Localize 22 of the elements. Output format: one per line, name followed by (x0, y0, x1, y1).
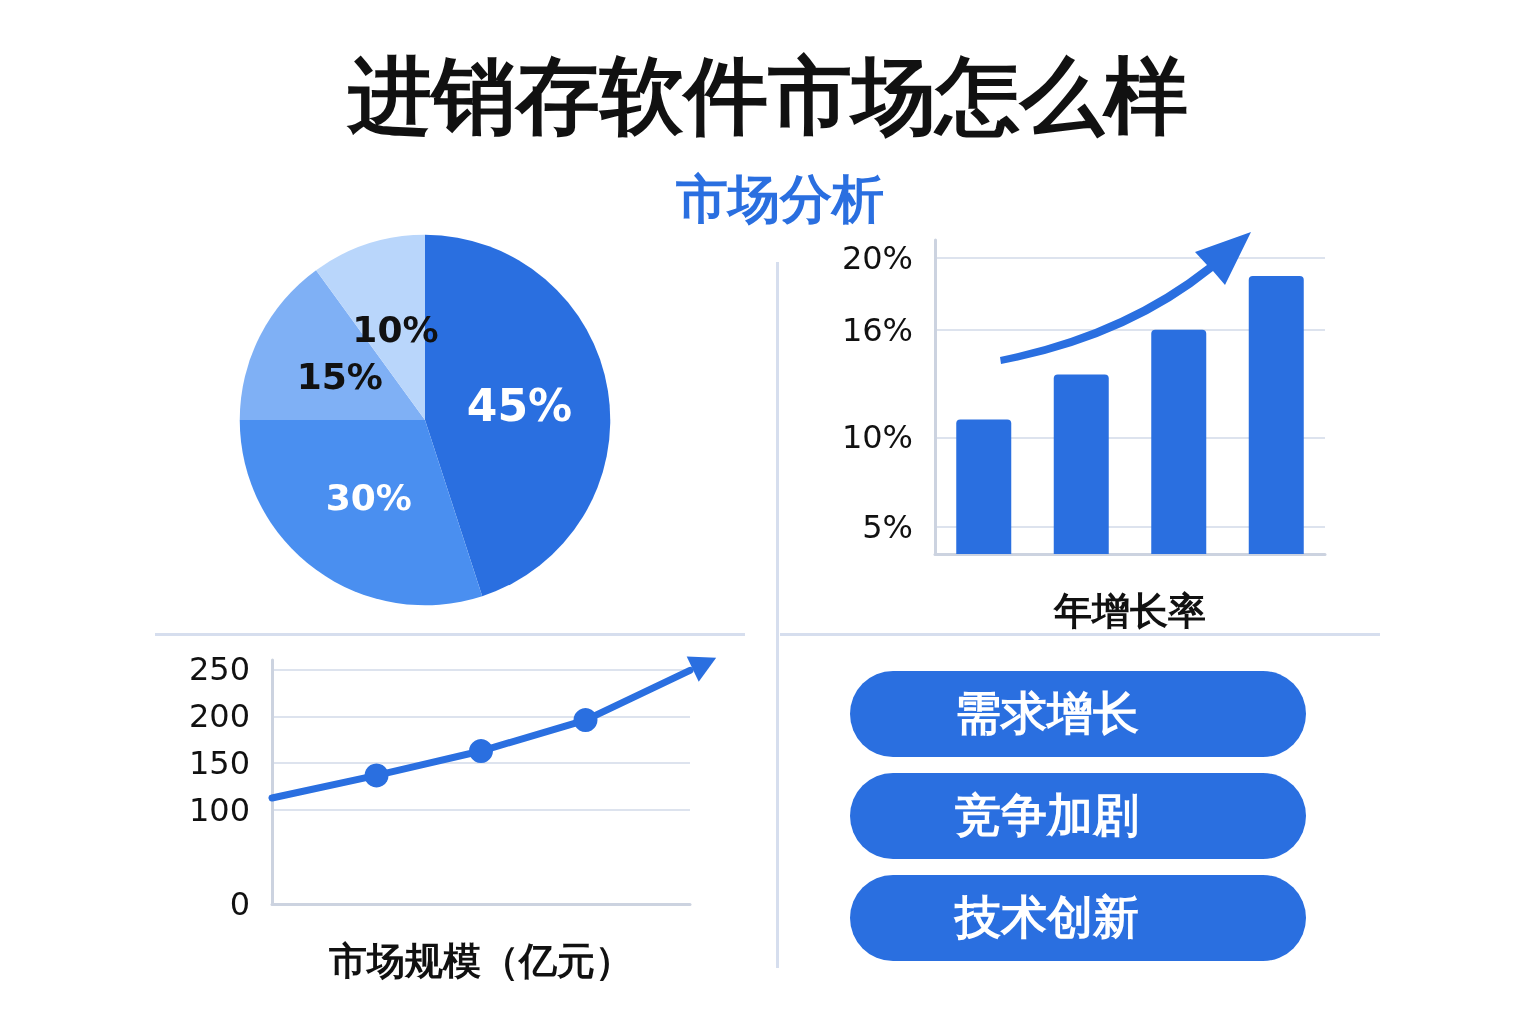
point (364, 763, 389, 788)
y-tick-label: 150 (188, 744, 250, 783)
chart-title: 进销存软件市场怎么样 (346, 46, 1189, 147)
x-axis-title: 市场规模（亿元） (329, 939, 633, 983)
y-tick-label: 16% (841, 310, 913, 349)
point (573, 708, 598, 733)
y-tick-label: 20% (841, 238, 913, 277)
data-label: 15% (296, 356, 383, 398)
text: 市场分析 (675, 168, 885, 231)
y-tick-label: 250 (188, 650, 250, 689)
y-tick-label: 5% (862, 508, 913, 547)
data-label: 30% (325, 476, 412, 518)
text: 竞争加剧 (850, 773, 1306, 859)
data-label: 45% (466, 379, 573, 431)
text: 技术创新 (850, 875, 1306, 961)
y-tick-label: 10% (841, 418, 913, 457)
x-axis-title: 年增长率 (1053, 589, 1206, 633)
y-tick-label: 200 (188, 697, 250, 736)
y-tick-label: 0 (229, 885, 250, 923)
y-tick-label: 100 (188, 791, 250, 830)
text: 需求增长 (850, 671, 1306, 757)
point (469, 739, 493, 764)
